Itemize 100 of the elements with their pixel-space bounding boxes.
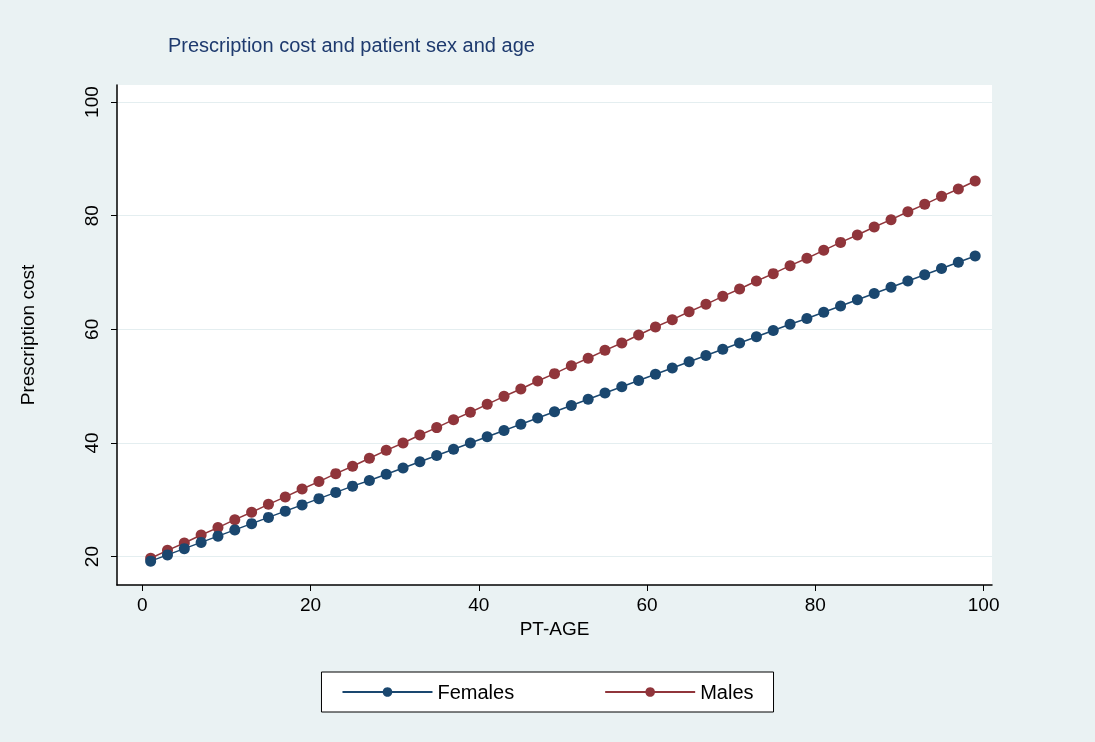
point (229, 524, 241, 536)
point (633, 329, 645, 341)
x-axis-title: PT-AGE (519, 617, 590, 639)
point (296, 483, 308, 495)
point (363, 474, 375, 486)
point (835, 236, 847, 248)
point (448, 443, 460, 455)
y-tick-label: 80 (81, 205, 102, 227)
point (363, 452, 375, 464)
point (431, 449, 443, 461)
point (902, 275, 914, 287)
point (313, 476, 325, 488)
point (801, 252, 813, 264)
point (448, 414, 460, 426)
point (952, 183, 964, 195)
y-tick-label: 20 (81, 546, 102, 568)
point (464, 437, 476, 449)
point (683, 356, 695, 368)
point (885, 281, 897, 293)
point (498, 390, 510, 402)
point (397, 462, 409, 474)
point (565, 399, 577, 411)
point (262, 511, 274, 523)
point (919, 198, 931, 210)
point (279, 505, 291, 517)
point (700, 349, 712, 361)
point (969, 175, 981, 187)
x-tick-label: 60 (636, 594, 658, 615)
point (515, 418, 527, 430)
point (246, 518, 258, 530)
point (936, 190, 948, 202)
chart-title: Prescription cost and patient sex and age (168, 34, 535, 56)
point (582, 352, 594, 364)
point (784, 260, 796, 272)
point (380, 468, 392, 480)
x-tick-label: 0 (136, 594, 148, 615)
point (717, 343, 729, 355)
point (784, 318, 796, 330)
point (397, 437, 409, 449)
point (835, 300, 847, 312)
point (750, 275, 762, 287)
point (750, 331, 762, 343)
point (734, 337, 746, 349)
point (767, 268, 779, 280)
point (582, 393, 594, 405)
point (549, 406, 560, 418)
point (313, 493, 325, 505)
point (515, 383, 527, 395)
point (851, 294, 863, 306)
y-tick-label: 100 (81, 86, 102, 118)
point (178, 543, 190, 555)
point (330, 468, 342, 480)
point (969, 250, 981, 262)
point (902, 206, 914, 218)
point (532, 412, 544, 424)
point (885, 214, 897, 226)
point (532, 375, 544, 387)
point (818, 244, 830, 256)
point (246, 506, 258, 518)
point (666, 314, 678, 326)
point (919, 269, 931, 281)
point (431, 422, 443, 434)
point (616, 337, 628, 349)
x-tick-label: 80 (804, 594, 826, 615)
point (599, 344, 611, 356)
point (481, 398, 493, 410)
point (229, 514, 241, 526)
point (330, 486, 342, 498)
point (262, 498, 274, 510)
point (414, 456, 426, 468)
point (683, 306, 695, 318)
point (936, 263, 948, 275)
y-tick-label: 60 (81, 318, 102, 340)
point (212, 530, 224, 542)
point (347, 460, 359, 472)
x-tick-label: 100 (967, 594, 1000, 615)
point (380, 444, 392, 456)
point (599, 387, 611, 399)
point (195, 536, 207, 548)
point (767, 324, 779, 336)
x-tick-label: 40 (468, 594, 490, 615)
point (717, 290, 729, 302)
point (279, 491, 291, 503)
point (868, 221, 880, 233)
point (481, 431, 493, 443)
point (851, 229, 863, 241)
point (952, 256, 964, 268)
point (700, 298, 712, 310)
legend-label: Males (700, 681, 754, 703)
point (666, 362, 678, 374)
point (801, 313, 813, 325)
legend-label: Females (437, 681, 515, 703)
point (868, 288, 880, 300)
point (498, 424, 510, 436)
point (414, 429, 426, 441)
point (616, 381, 628, 393)
point (734, 283, 746, 295)
x-tick-label: 20 (299, 594, 322, 615)
point (649, 321, 661, 333)
y-tick-label: 40 (81, 432, 102, 454)
